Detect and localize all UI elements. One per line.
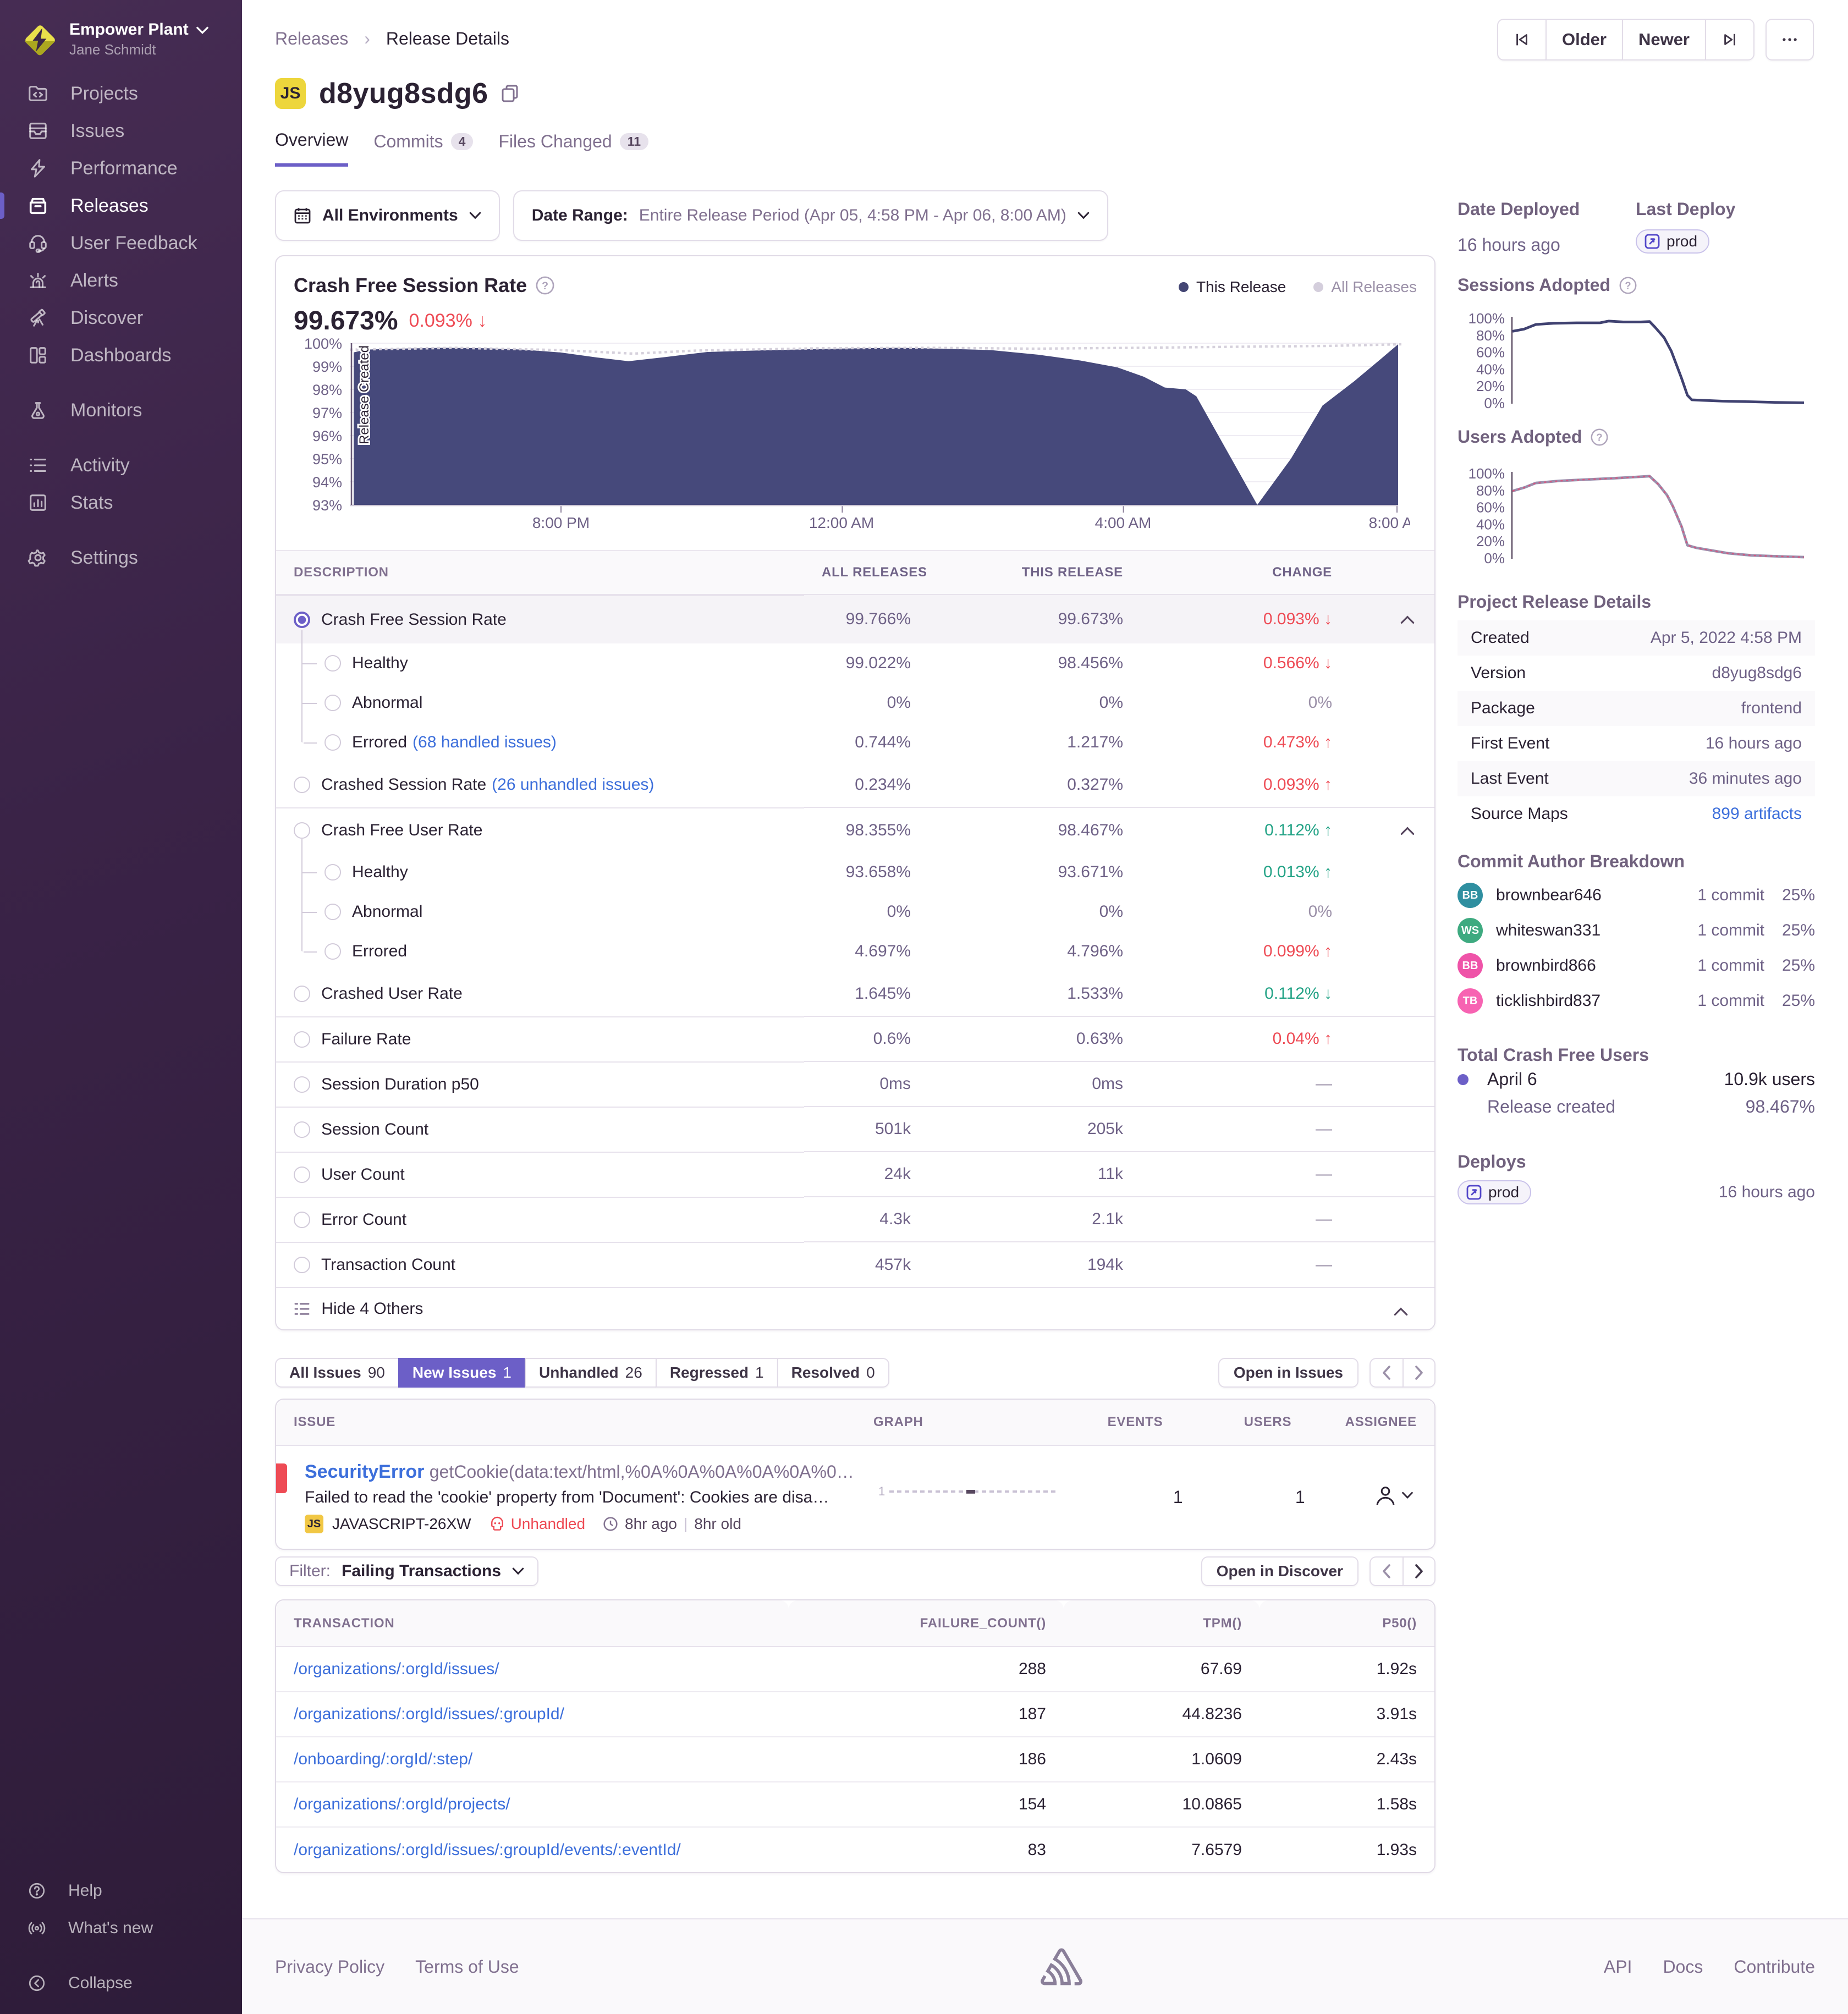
svg-text:60%: 60% xyxy=(1476,499,1505,516)
svg-text:80%: 80% xyxy=(1476,327,1505,344)
svg-text:12:00 AM: 12:00 AM xyxy=(809,514,874,531)
svg-text:80%: 80% xyxy=(1476,482,1505,499)
svg-text:20%: 20% xyxy=(1476,533,1505,549)
svg-text:Release Created: Release Created xyxy=(357,345,372,444)
svg-text:95%: 95% xyxy=(312,451,342,467)
svg-text:94%: 94% xyxy=(312,474,342,491)
svg-text:?: ? xyxy=(542,280,548,292)
svg-text:40%: 40% xyxy=(1476,516,1505,532)
svg-text:?: ? xyxy=(1625,279,1631,291)
svg-text:4:00 AM: 4:00 AM xyxy=(1095,514,1152,531)
svg-text:0%: 0% xyxy=(1484,395,1505,409)
svg-text:100%: 100% xyxy=(1469,310,1505,327)
svg-text:8:00 PM: 8:00 PM xyxy=(532,514,590,531)
svg-text:93%: 93% xyxy=(312,497,342,514)
svg-text:40%: 40% xyxy=(1476,361,1505,377)
svg-text:20%: 20% xyxy=(1476,378,1505,394)
svg-text:0%: 0% xyxy=(1484,550,1505,564)
svg-text:100%: 100% xyxy=(304,338,342,352)
svg-text:97%: 97% xyxy=(312,405,342,421)
svg-text:98%: 98% xyxy=(312,382,342,398)
svg-text:99%: 99% xyxy=(312,359,342,375)
svg-text:1: 1 xyxy=(878,1484,885,1498)
svg-text:100%: 100% xyxy=(1469,465,1505,482)
svg-text:96%: 96% xyxy=(312,428,342,444)
svg-text:?: ? xyxy=(1597,431,1603,443)
svg-text:60%: 60% xyxy=(1476,344,1505,361)
